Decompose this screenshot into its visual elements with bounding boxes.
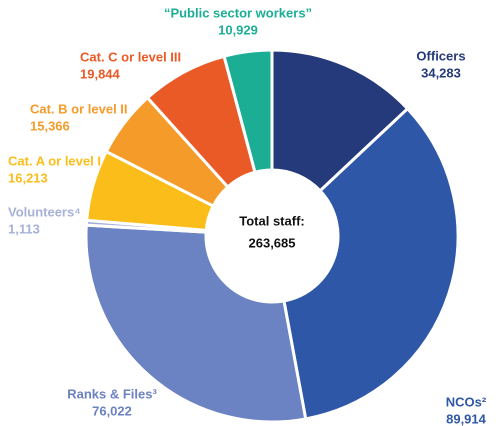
segment-label: Cat. B or level II — [30, 101, 128, 116]
segment-label: Officers — [416, 48, 465, 63]
center-total: 263,685 — [249, 235, 296, 250]
segment-value: 34,283 — [421, 65, 461, 80]
segment-label: Cat. A or level I — [8, 153, 101, 168]
donut-segment — [282, 106, 460, 421]
segment-label: Volunteers⁴ — [8, 204, 81, 219]
donut-segment — [270, 48, 410, 193]
segment-value: 10,929 — [218, 22, 258, 37]
donut-segment — [84, 223, 308, 424]
center-label: Total staff: — [239, 213, 304, 228]
segment-value: 1,113 — [8, 221, 40, 236]
segment-value: 15,366 — [30, 118, 70, 133]
segment-label: Ranks & Files³ — [67, 386, 157, 401]
segment-value: 89,914 — [446, 411, 487, 426]
donut-segment — [222, 48, 274, 175]
segment-label: NCOs² — [446, 394, 487, 409]
segment-value: 16,213 — [8, 170, 48, 185]
segment-label: “Public sector workers” — [164, 5, 312, 20]
segment-value: 76,022 — [92, 403, 132, 418]
segment-label: Cat. C or level III — [80, 49, 181, 64]
segment-value: 19,844 — [80, 66, 121, 81]
